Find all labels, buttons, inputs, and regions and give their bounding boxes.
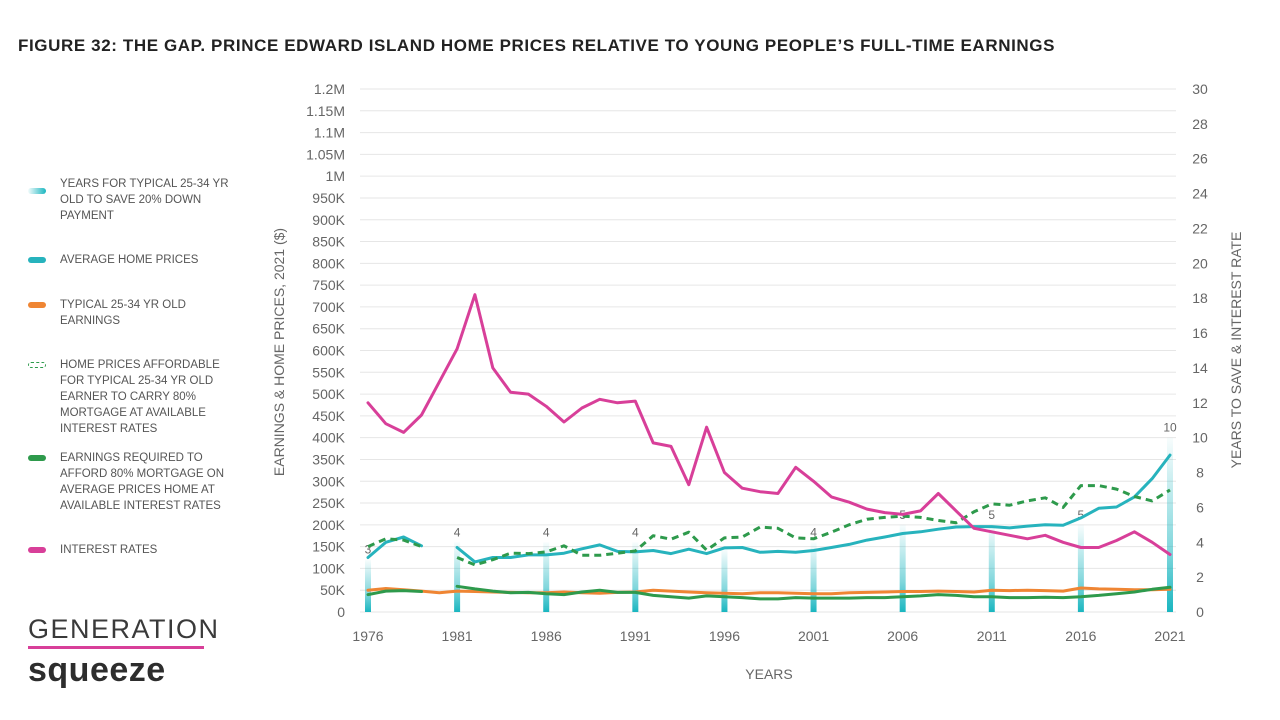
y-left-tick-label: 250K [312,495,345,511]
series-line-home-prices-affordable-for-typical-25-34 [367,484,1171,567]
y-left-tick-label: 350K [312,451,345,467]
x-tick-label: 1991 [620,628,651,644]
y-right-tick-label: 18 [1192,290,1208,306]
y-right-tick-label: 0 [1196,604,1204,620]
y-right-tick-label: 16 [1192,325,1208,341]
y-left-tick-label: 650K [312,321,345,337]
legend-swatch-earnings [28,302,46,308]
y-left-tick-label: 400K [312,430,345,446]
y-left-tick-label: 500K [312,386,345,402]
x-tick-label: 1996 [709,628,740,644]
brand-logo-divider [28,646,204,649]
legend-swatch-average-home-prices [28,257,46,263]
x-tick-label: 2001 [798,628,829,644]
brand-logo-bottom: squeeze [28,651,166,689]
x-tick-label: 2016 [1065,628,1096,644]
y-right-tick-label: 22 [1192,220,1208,236]
y-left-tick-label: 1.15M [306,103,345,119]
y-left-tick-label: 800K [312,255,345,271]
y-left-tick-label: 300K [312,473,345,489]
brand-logo-top: GENERATION [28,614,220,644]
y-left-tick-label: 950K [312,190,345,206]
y-left-tick-label: 450K [312,408,345,424]
legend-label-required-earnings: EARNINGS REQUIRED TO AFFORD 80% MORTGAGE… [60,452,225,512]
x-tick-label: 2011 [977,628,1007,644]
y-right-tick-label: 10 [1192,430,1208,446]
y-left-tick-label: 100K [312,560,345,576]
y-left-tick-label: 850K [312,234,345,250]
y-right-tick-label: 6 [1196,499,1204,515]
brand-logo: GENERATION squeeze [28,614,220,689]
y-right-tick-label: 28 [1192,116,1208,132]
y-left-tick-label: 750K [312,277,345,293]
legend-label-affordable-prices: HOME PRICES AFFORDABLE FOR TYPICAL 25-34… [60,359,220,435]
legend-label-years-to-save: YEARS FOR TYPICAL 25-34 YR OLD TO SAVE 2… [60,178,229,222]
y-left-tick-label: 200K [312,517,345,533]
years-to-save-bar [454,542,461,612]
y-right-tick-label: 20 [1192,255,1208,271]
legend-swatch-required-earnings [28,455,46,461]
x-tick-label: 1986 [531,628,562,644]
y-right-tick-label: 24 [1192,186,1208,202]
y-left-tick-label: 150K [312,539,345,555]
y-right-tick-label: 2 [1196,569,1204,585]
x-tick-label: 1981 [442,628,473,644]
legend-label-interest-rates: INTEREST RATES [60,544,158,556]
years-to-save-bar [1077,524,1084,612]
years-to-save-label: 10 [1163,421,1177,435]
x-axis-title: YEARS [745,666,792,682]
y-left-tick-label: 900K [312,212,345,228]
years-to-save-bar [632,542,639,612]
y-left-tick-label: 1.2M [314,81,345,97]
y-left-tick-label: 1.05M [306,146,345,162]
chart-title: FIGURE 32: THE GAP. PRINCE EDWARD ISLAND… [18,36,1056,55]
years-to-save-bar [899,524,906,612]
years-to-save-bar [1167,437,1173,612]
years-to-save-label: 4 [543,525,550,539]
y-left-tick-label: 1.1M [314,125,345,141]
years-to-save-label: 5 [1078,508,1085,522]
y-right-axis-title: YEARS TO SAVE & INTEREST RATE [1228,232,1244,469]
years-to-save-bar [721,549,728,612]
y-left-axis-title: EARNINGS & HOME PRICES, 2021 ($) [271,228,287,476]
years-to-save-bar [810,542,817,612]
y-right-tick-label: 8 [1196,465,1204,481]
legend-label-earnings: TYPICAL 25-34 YR OLD EARNINGS [60,299,186,327]
legend-swatch-years-to-save [28,188,46,194]
legend-swatch-affordable-prices [28,362,46,368]
y-right-tick-label: 12 [1192,395,1208,411]
y-left-tick-label: 550K [312,364,345,380]
series-line-interest-rates [366,293,1172,556]
y-right-tick-label: 30 [1192,81,1208,97]
y-left-tick-label: 50K [320,582,346,598]
y-left-tick-label: 1M [326,168,345,184]
series-line-average-home-prices [366,453,1172,564]
legend-label-average-home-prices: AVERAGE HOME PRICES [60,254,199,266]
y-right-tick-label: 26 [1192,151,1208,167]
y-right-tick-label: 14 [1192,360,1208,376]
legend-swatch-interest-rates [28,547,46,553]
years-to-save-bar [543,542,550,612]
years-to-save-bar [365,559,371,612]
x-tick-label: 2006 [887,628,918,644]
x-tick-label: 1976 [352,628,383,644]
y-left-tick-label: 600K [312,343,345,359]
years-to-save-label: 3 [365,543,372,557]
years-to-save-label: 5 [988,508,995,522]
x-tick-label: 2021 [1154,628,1185,644]
series-line-earnings-required-to-afford-80-mortgage- [366,584,1172,601]
years-to-save-label: 4 [810,525,817,539]
years-to-save-label: 4 [454,525,461,539]
y-right-tick-label: 4 [1196,534,1204,550]
y-left-tick-label: 0 [337,604,345,620]
years-to-save-label: 4 [632,525,639,539]
years-to-save-bar [988,524,995,612]
y-left-tick-label: 700K [312,299,345,315]
